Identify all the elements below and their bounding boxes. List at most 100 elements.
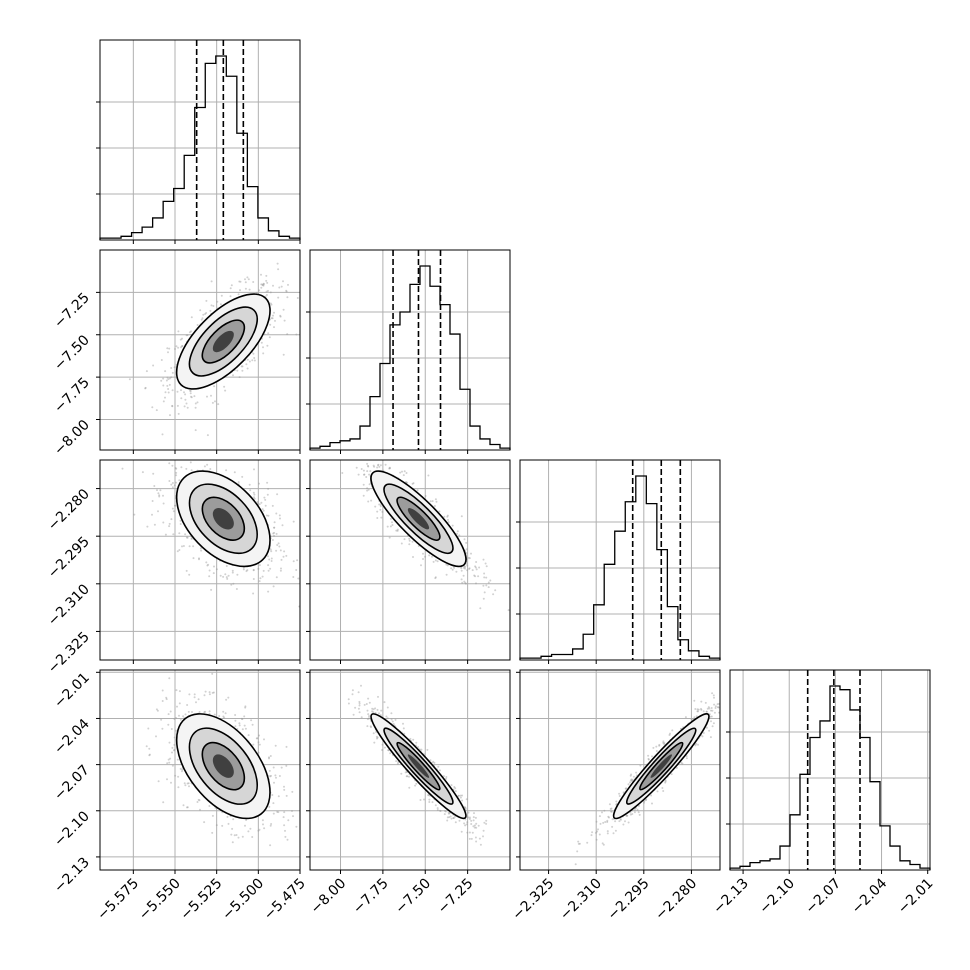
sample-point xyxy=(252,491,255,494)
sample-point xyxy=(153,523,156,526)
sample-point xyxy=(599,822,602,825)
sample-point xyxy=(231,569,234,572)
sample-point xyxy=(157,510,159,513)
histogram-bar xyxy=(142,227,153,240)
sample-point xyxy=(478,566,481,569)
sample-point xyxy=(261,819,264,822)
histogram-bar xyxy=(268,231,279,240)
sample-point xyxy=(482,835,484,838)
sample-point xyxy=(377,695,379,698)
sample-point xyxy=(233,471,236,474)
sample-point xyxy=(368,715,370,718)
sample-point xyxy=(463,822,466,825)
sample-point xyxy=(190,396,193,399)
sample-point xyxy=(251,836,254,838)
sample-point xyxy=(262,823,264,826)
sample-point xyxy=(223,385,226,388)
histogram-bar xyxy=(625,502,636,660)
sample-point xyxy=(292,520,295,523)
sample-point xyxy=(202,313,205,316)
sample-point xyxy=(468,557,471,560)
sample-point xyxy=(283,785,285,788)
histogram-bar xyxy=(184,155,195,240)
sample-point xyxy=(175,467,178,470)
sample-point xyxy=(164,370,167,373)
sample-point xyxy=(231,571,234,574)
sample-point xyxy=(278,545,281,548)
sample-point xyxy=(244,278,246,281)
sample-point xyxy=(280,766,283,769)
sample-point xyxy=(376,510,379,513)
histogram-bar xyxy=(163,201,174,240)
sample-point xyxy=(253,468,255,471)
panel-0-0 xyxy=(96,39,301,244)
sample-point xyxy=(267,514,270,517)
sample-point xyxy=(482,558,485,561)
sample-point xyxy=(652,746,655,749)
sample-point xyxy=(263,496,266,499)
sample-point xyxy=(283,319,286,322)
sample-point xyxy=(173,748,176,751)
sample-point xyxy=(362,469,365,472)
histogram-bar xyxy=(657,550,668,660)
sample-point xyxy=(151,500,154,502)
sample-point xyxy=(287,283,289,286)
sample-point xyxy=(450,784,453,787)
sample-point xyxy=(167,713,170,716)
sample-point xyxy=(455,570,458,573)
sample-point xyxy=(168,761,171,764)
histogram-bar xyxy=(604,564,615,660)
sample-point xyxy=(352,713,355,716)
sample-point xyxy=(443,515,446,518)
sample-point xyxy=(241,475,244,478)
sample-point xyxy=(466,569,469,572)
sample-point xyxy=(367,465,370,468)
sample-point xyxy=(296,297,299,299)
sample-point xyxy=(170,781,172,784)
sample-point xyxy=(375,735,378,738)
sample-point xyxy=(474,816,477,819)
sample-point xyxy=(273,531,276,534)
sample-point xyxy=(176,758,179,761)
sample-point xyxy=(377,464,379,467)
histogram-bar xyxy=(636,476,647,660)
sample-point xyxy=(172,510,175,513)
sample-point xyxy=(464,582,467,585)
sample-point xyxy=(244,824,246,827)
sample-point xyxy=(170,376,173,379)
sample-point xyxy=(261,508,264,511)
sample-point xyxy=(460,569,463,572)
sample-point xyxy=(201,317,204,320)
sample-point xyxy=(385,715,388,718)
sample-point xyxy=(263,827,266,830)
sample-point xyxy=(483,591,486,594)
sample-point xyxy=(200,318,203,321)
histogram-bar xyxy=(420,266,430,450)
sample-point xyxy=(472,819,475,822)
sample-point xyxy=(270,823,273,825)
sample-point xyxy=(184,713,187,716)
sample-point xyxy=(378,712,380,715)
sample-point xyxy=(368,483,371,486)
histogram-bar xyxy=(480,439,490,450)
sample-point xyxy=(217,403,220,406)
sample-point xyxy=(358,704,361,707)
sample-point xyxy=(197,698,200,701)
sample-point xyxy=(432,560,435,563)
sample-point xyxy=(175,481,177,484)
sample-point xyxy=(284,829,286,832)
sample-point xyxy=(189,461,192,464)
sample-point xyxy=(238,280,241,283)
sample-point xyxy=(467,556,470,559)
sample-point xyxy=(280,558,283,561)
sample-point xyxy=(265,294,268,296)
density-contour xyxy=(212,507,234,530)
sample-point xyxy=(268,756,270,759)
sample-point xyxy=(175,474,178,477)
sample-point xyxy=(482,584,485,587)
sample-point xyxy=(190,469,193,472)
sample-point xyxy=(458,819,461,822)
sample-point xyxy=(185,569,188,572)
sample-point xyxy=(241,369,244,372)
sample-point xyxy=(267,289,269,292)
